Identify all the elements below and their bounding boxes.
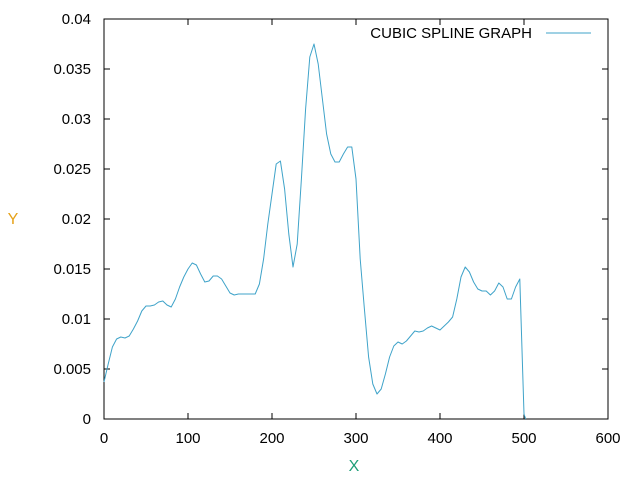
- series-group: [103, 43, 527, 420]
- x-tick-label: 100: [175, 430, 200, 447]
- plot-area: [103, 18, 609, 420]
- y-tick-label: 0.005: [53, 361, 91, 378]
- x-ticks-group: 0 100 200 300 400 500 600: [100, 19, 621, 447]
- y-tick-label: 0.035: [53, 61, 91, 78]
- y-tick-label: 0.03: [62, 111, 91, 128]
- y-tick-label: 0.015: [53, 261, 91, 278]
- x-tick-label: 0: [100, 430, 108, 447]
- y-tick-label: 0.025: [53, 161, 91, 178]
- x-tick-label: 600: [595, 430, 620, 447]
- x-tick-label: 300: [343, 430, 368, 447]
- x-tick-label: 400: [427, 430, 452, 447]
- y-ticks-group: 0 0.005 0.01 0.015 0.02 0.025 0.03 0.035 0.04: [53, 11, 608, 428]
- y-tick-label: 0.04: [62, 11, 91, 28]
- y-tick-label: 0.01: [62, 311, 91, 328]
- legend-label: CUBIC SPLINE GRAPH: [370, 25, 532, 42]
- y-tick-label: 0.02: [62, 211, 91, 228]
- x-tick-label: 500: [511, 430, 536, 447]
- x-axis-label: X: [349, 458, 360, 475]
- y-tick-label: 0: [83, 411, 91, 428]
- x-tick-label: 200: [259, 430, 284, 447]
- series-line: [103, 43, 527, 420]
- legend: CUBIC SPLINE GRAPH: [370, 25, 591, 42]
- y-axis-label: Y: [8, 211, 19, 228]
